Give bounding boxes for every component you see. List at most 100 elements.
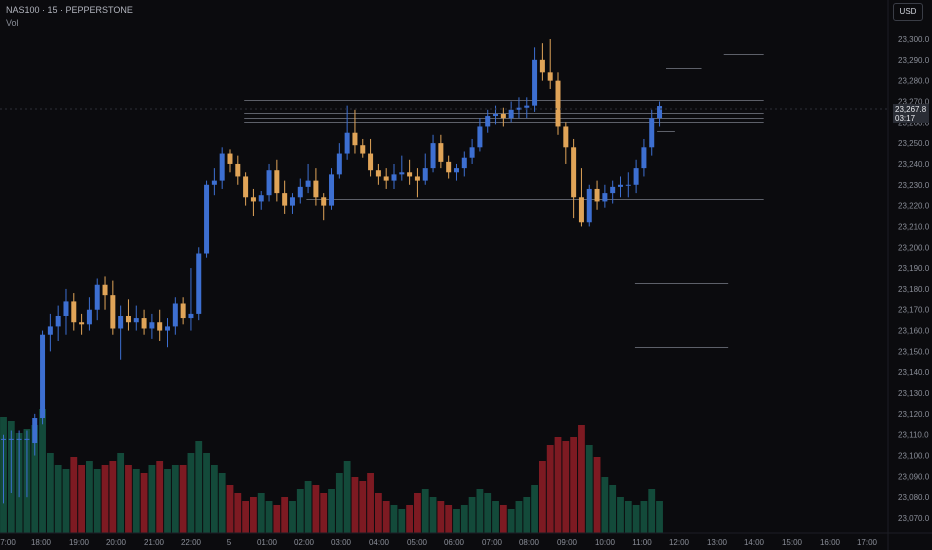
candle-body [493,113,499,117]
volume-bar [499,505,507,533]
volume-bar [289,501,296,533]
candle-body [204,184,210,254]
volume-bar [132,469,140,533]
price-tick-label: 23,160.0 [898,327,930,336]
volume-bar [226,485,234,533]
volume-bar [484,493,492,533]
candle-body [110,295,116,329]
volume-bar [257,493,265,533]
volume-bar [304,481,312,533]
volume-bar [562,441,570,533]
candle-body [610,186,616,194]
candle-body [282,193,288,206]
volume-bar [390,505,398,533]
volume-bar [593,457,601,533]
candle-body [469,147,475,158]
volume-bar [382,501,390,533]
price-tick-label: 23,220.0 [898,202,930,211]
price-tick-label: 23,110.0 [898,431,929,440]
price-tick-label: 23,150.0 [898,347,930,356]
volume-bar [148,465,156,533]
volume-bar [101,465,109,533]
last-price-value: 23,267.8 [895,105,927,114]
volume-bar [359,481,367,533]
volume-bar [31,425,39,533]
volume-bar [179,465,187,533]
volume-bar [203,453,210,533]
candle-body [313,180,319,198]
volume-bar [445,505,453,533]
candle-body [477,126,483,148]
time-tick-label: 06:00 [444,538,465,547]
volume-bar [125,465,132,533]
time-tick-label: 07:00 [482,538,503,547]
candle-body [594,188,600,202]
time-tick-label: 17:00 [857,538,878,547]
candle-body [47,326,53,335]
candle-body [157,322,163,331]
time-tick-label: 12:00 [669,538,690,547]
price-tick-label: 23,140.0 [898,368,930,377]
volume-bar [492,501,499,533]
volume-bar [195,441,203,533]
volume-bar [93,469,101,533]
volume-bar [656,501,663,533]
candle-body [102,284,108,296]
volume-bar [374,493,382,533]
candle-body [524,105,530,108]
candle-body [430,143,436,169]
volume-bar [640,501,648,533]
volume-bar [437,501,445,533]
volume-bar [164,469,171,533]
volume-bar [414,493,421,533]
volume-bar [617,497,624,533]
candle-body [94,284,100,310]
volume-bar [343,461,351,533]
volume-bar [242,501,250,533]
volume-indicator-label[interactable]: Vol [6,18,19,28]
candle-body [86,309,92,325]
volume-bar [140,473,148,533]
candle-body [55,315,61,327]
candle-body [625,184,631,186]
price-tick-label: 23,080.0 [898,493,930,502]
candle-body [63,301,69,316]
volume-bar [296,489,304,533]
candle-body [32,418,38,444]
candle-body [133,318,139,323]
volume-bar [648,489,656,533]
candle-body [516,107,522,110]
volume-bar [468,497,476,533]
candle-body [321,197,327,206]
volume-bar [156,461,164,533]
time-tick-label: 05:00 [407,538,428,547]
currency-button[interactable]: USD [893,3,923,21]
symbol-title[interactable]: NAS100 · 15 · PEPPERSTONE [6,5,133,15]
volume-bar [398,509,406,533]
candle-body [329,174,335,206]
volume-bar [281,497,289,533]
time-tick-label: 7:00 [0,538,16,547]
candle-body [547,72,553,81]
volume-bar [312,485,320,533]
candle-body [641,147,647,169]
candle-body [563,126,569,148]
volume-bar [609,485,617,533]
volume-bar [570,437,578,533]
volume-bar [86,461,93,533]
volume-bar [515,501,523,533]
time-axis[interactable]: 7:00 18:00 19:00 20:00 21:00 22:00 5 01:00 02:00… [0,538,877,547]
candle-body [375,170,381,177]
volume-bar [507,509,515,533]
candle-body [305,180,311,187]
price-axis[interactable]: 23,300.023,290.023,280.023,270.023,260.0… [898,35,930,523]
volume-bar [117,453,125,533]
candle-body [344,132,350,154]
candle-body [172,303,178,327]
volume-bar [328,489,335,533]
volume-bar [187,453,195,533]
candle-body [16,438,22,440]
candle-body [336,153,342,175]
volume-bar [578,425,585,533]
